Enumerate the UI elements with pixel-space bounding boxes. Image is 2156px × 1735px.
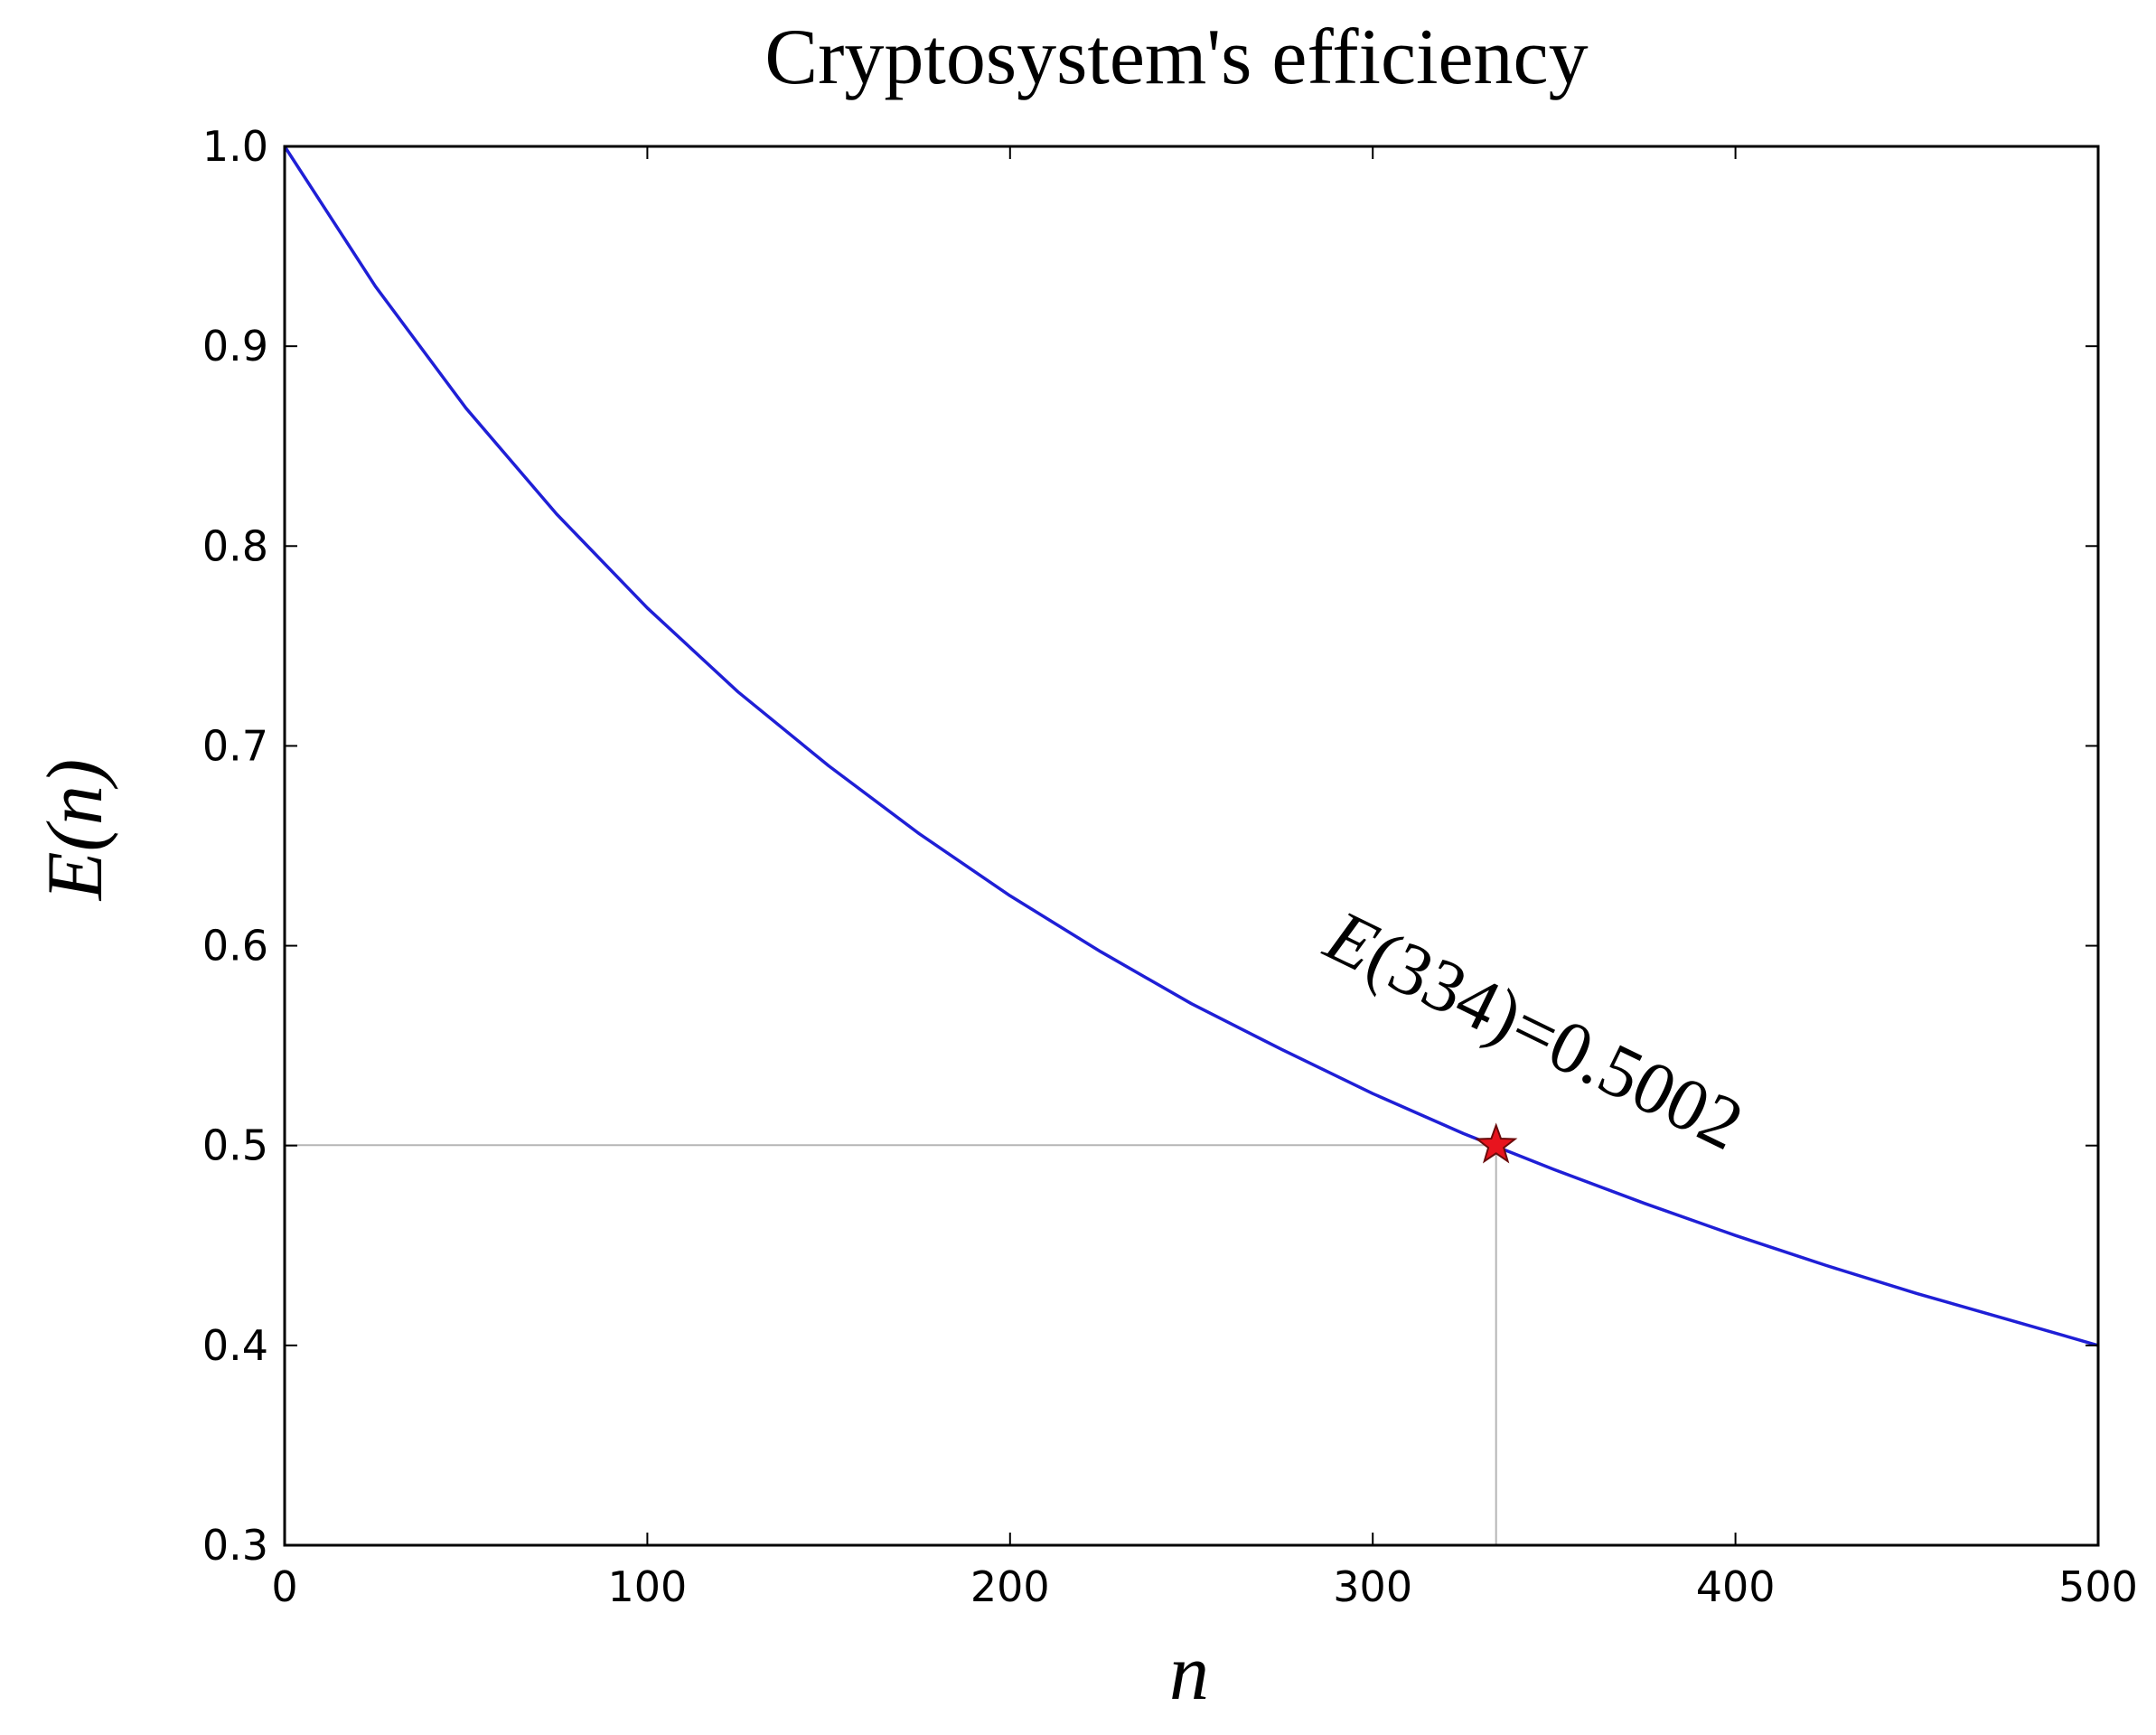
x-tick-label: 500 (2058, 1562, 2138, 1611)
y-tick-labels: 0.3 0.4 0.5 0.6 0.7 0.8 0.9 1.0 (202, 122, 268, 1570)
x-tick-label: 0 (271, 1562, 297, 1611)
y-tick-label: 0.8 (202, 521, 268, 570)
plot-frame (283, 145, 2100, 1547)
y-tick-label: 0.6 (202, 922, 268, 971)
annotation-value: =0.5002 (1499, 984, 1756, 1166)
highlight-star-marker (1475, 1122, 1518, 1164)
tick-marks (284, 145, 2099, 1546)
series-line (283, 145, 2099, 1347)
highlight-annotation: E(334)=0.5002 (1313, 894, 1756, 1166)
y-tick-label: 0.7 (202, 721, 268, 770)
x-tick-label: 100 (607, 1562, 687, 1611)
annotation-argument: (334) (1355, 914, 1535, 1058)
chart-title: Cryptosystem's efficiency (764, 14, 1588, 101)
y-tick-label: 1.0 (202, 122, 268, 171)
x-tick-label: 200 (970, 1562, 1050, 1611)
x-axis-label: n (1169, 1629, 1209, 1717)
y-tick-label: 0.3 (202, 1521, 268, 1570)
highlight-layer (1475, 1122, 1518, 1164)
y-tick-label: 0.9 (202, 322, 268, 370)
y-tick-label: 0.4 (202, 1321, 268, 1370)
x-tick-label: 300 (1333, 1562, 1412, 1611)
x-tick-labels: 0 100 200 300 400 500 (271, 1562, 2138, 1611)
guide-lines (285, 1144, 1497, 1545)
x-tick-label: 400 (1696, 1562, 1776, 1611)
series-layer (283, 145, 2099, 1347)
y-axis-label: E(n) (32, 759, 119, 902)
y-tick-label: 0.5 (202, 1121, 268, 1170)
